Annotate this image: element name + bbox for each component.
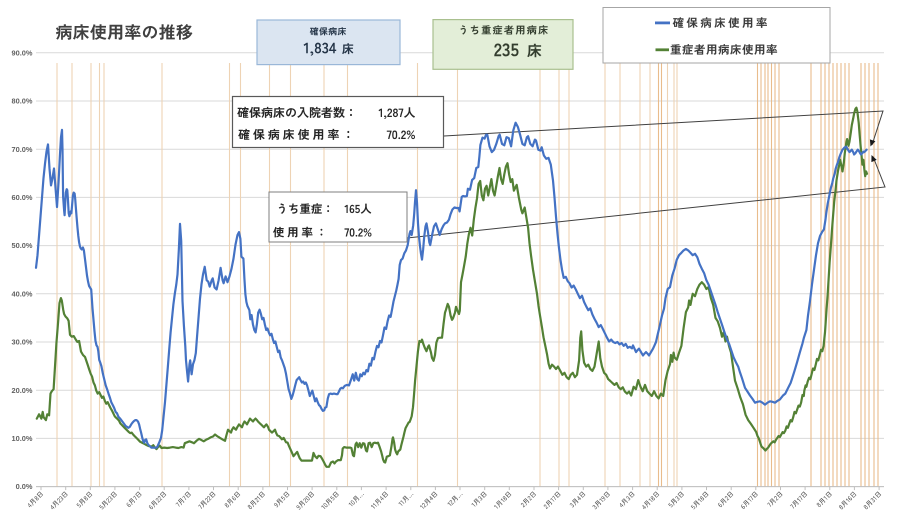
svg-text:90.0%: 90.0%	[12, 48, 33, 57]
svg-text:80.0%: 80.0%	[12, 97, 33, 106]
svg-text:30.0%: 30.0%	[12, 338, 33, 347]
svg-text:10.0%: 10.0%	[12, 434, 33, 443]
svg-text:20.0%: 20.0%	[12, 386, 33, 395]
svg-text:0.0%: 0.0%	[16, 482, 33, 491]
svg-text:50.0%: 50.0%	[12, 241, 33, 250]
svg-text:60.0%: 60.0%	[12, 193, 33, 202]
svg-text:40.0%: 40.0%	[12, 289, 33, 298]
svg-text:70.0%: 70.0%	[12, 145, 33, 154]
